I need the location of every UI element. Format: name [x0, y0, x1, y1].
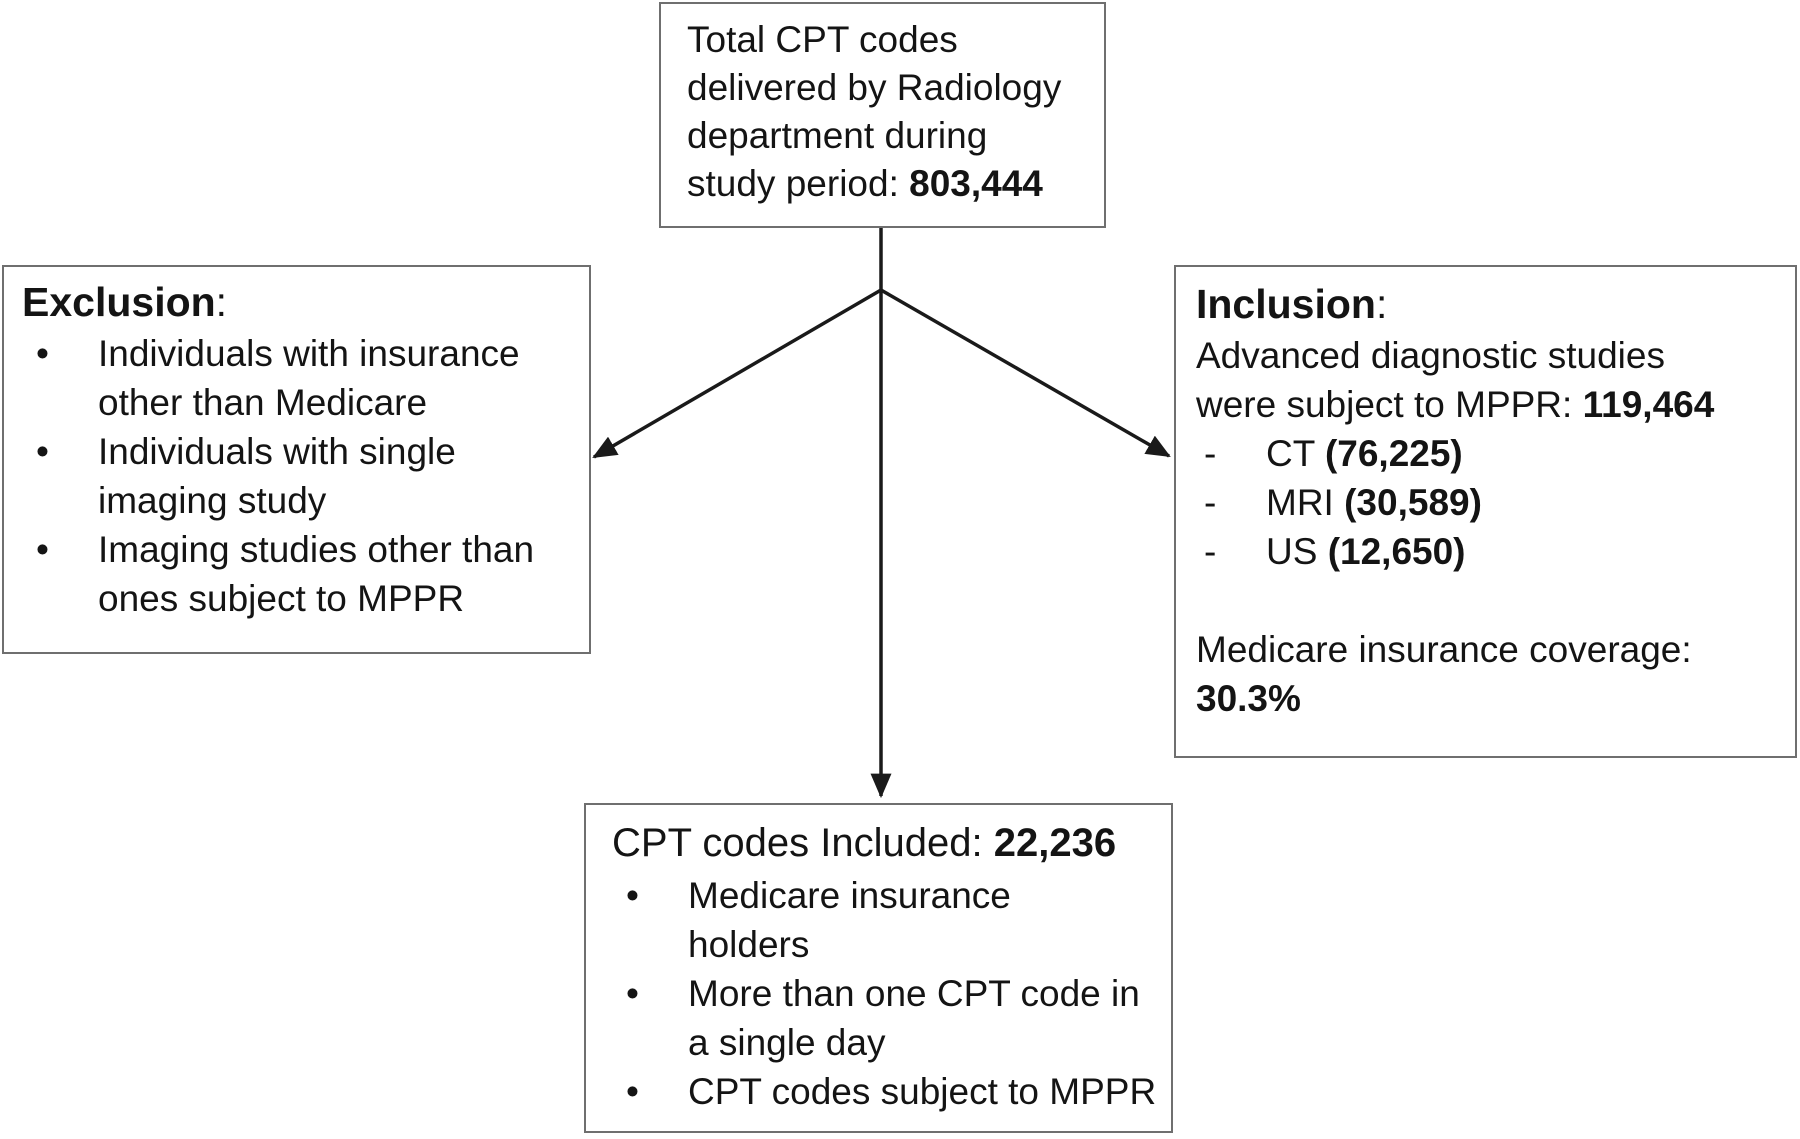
- exclusion-title-colon: :: [215, 279, 228, 325]
- included-title-text: CPT codes Included:: [612, 821, 983, 865]
- total-cpt-value: 803,444: [909, 163, 1043, 204]
- modality-us-label: US: [1266, 531, 1318, 572]
- bullet-marker: •: [36, 333, 49, 374]
- included-bullet-1: Medicare insurance holders: [688, 875, 1011, 965]
- list-item: - US (12,650): [1196, 527, 1781, 576]
- exclusion-title: Exclusion:: [22, 275, 577, 329]
- inclusion-intro-value: 119,464: [1582, 384, 1715, 425]
- blank-line: [1196, 576, 1781, 625]
- coverage-value: 30.3%: [1196, 674, 1781, 723]
- total-cpt-text: Total CPT codes delivered by Radiology d…: [687, 19, 1062, 204]
- arrow-to-exclusion-icon: [592, 288, 882, 459]
- modality-mri: MRI (30,589): [1266, 478, 1781, 527]
- inclusion-box: Inclusion: Advanced diagnostic studies w…: [1174, 265, 1797, 758]
- list-item: • Medicare insurance holders: [612, 871, 1157, 969]
- included-title-value: 22,236: [993, 821, 1117, 865]
- included-bullet-3: CPT codes subject to MPPR: [688, 1071, 1157, 1112]
- dash-marker: -: [1204, 433, 1217, 474]
- bullet-marker: •: [36, 529, 49, 570]
- modality-us-value: (12,650): [1327, 531, 1466, 572]
- exclusion-box: Exclusion: • Individuals with insurance …: [2, 265, 591, 654]
- cpt-included-box: CPT codes Included: 22,236 • Medicare in…: [584, 803, 1173, 1133]
- list-item: • CPT codes subject to MPPR: [612, 1067, 1157, 1116]
- list-item: - MRI (30,589): [1196, 478, 1781, 527]
- exclusion-title-text: Exclusion: [22, 279, 216, 325]
- list-item: - CT (76,225): [1196, 429, 1781, 478]
- list-item: • More than one CPT code in a single day: [612, 969, 1157, 1067]
- coverage-value-text: 30.3%: [1196, 678, 1301, 719]
- coverage-label: Medicare insurance coverage:: [1196, 629, 1692, 670]
- included-title: CPT codes Included: 22,236: [612, 815, 1157, 871]
- arrow-to-inclusion-icon: [880, 288, 1171, 458]
- modality-ct-label: CT: [1266, 433, 1315, 474]
- modality-ct: CT (76,225): [1266, 429, 1781, 478]
- total-cpt-box: Total CPT codes delivered by Radiology d…: [659, 2, 1106, 228]
- exclusion-bullet-3: Imaging studies other than ones subject …: [98, 529, 535, 619]
- bullet-marker: •: [36, 431, 49, 472]
- included-bullet-2: More than one CPT code in a single day: [688, 973, 1140, 1063]
- modality-ct-value: (76,225): [1324, 433, 1463, 474]
- list-item: • Imaging studies other than ones subjec…: [22, 525, 577, 623]
- bullet-marker: •: [626, 973, 639, 1014]
- inclusion-title-text: Inclusion: [1196, 281, 1376, 327]
- modality-us: US (12,650): [1266, 527, 1781, 576]
- inclusion-intro: Advanced diagnostic studies were subject…: [1196, 331, 1781, 429]
- inclusion-intro-text: Advanced diagnostic studies were subject…: [1196, 335, 1665, 425]
- dash-marker: -: [1204, 482, 1217, 523]
- inclusion-title-colon: :: [1375, 281, 1388, 327]
- modality-mri-value: (30,589): [1344, 482, 1482, 523]
- dash-marker: -: [1204, 531, 1217, 572]
- inclusion-title: Inclusion:: [1196, 277, 1781, 331]
- list-item: • Individuals with single imaging study: [22, 427, 577, 525]
- exclusion-bullet-1: Individuals with insurance other than Me…: [98, 333, 520, 423]
- bullet-marker: •: [626, 1071, 639, 1112]
- exclusion-bullet-2: Individuals with single imaging study: [98, 431, 456, 521]
- modality-mri-label: MRI: [1266, 482, 1334, 523]
- bullet-marker: •: [626, 875, 639, 916]
- list-item: • Individuals with insurance other than …: [22, 329, 577, 427]
